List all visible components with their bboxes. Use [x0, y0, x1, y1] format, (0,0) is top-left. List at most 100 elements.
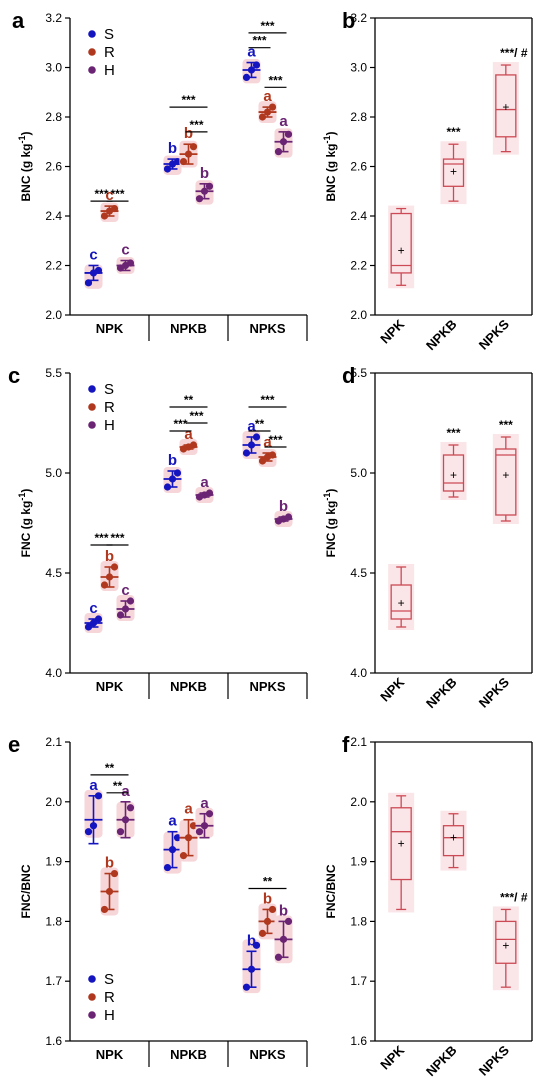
panel-letter-a: a [12, 8, 25, 33]
significance-letter-H: b [279, 498, 288, 515]
y-tick-label: 5.5 [350, 366, 367, 380]
significance-letter-S: a [247, 44, 256, 61]
significance-letter-S: b [168, 140, 177, 157]
legend-label-S: S [104, 971, 114, 988]
legend-marker-H [88, 421, 96, 429]
category-label-NPKB: NPKB [423, 1043, 460, 1080]
legend-label-H: H [104, 62, 115, 79]
data-point-R [189, 822, 198, 830]
y-tick-label: 2.2 [45, 259, 62, 273]
significance-letter-S: a [89, 777, 98, 794]
significance-letter-S: b [247, 932, 256, 949]
significance-letter-R: a [184, 426, 193, 443]
box-mean-marker: + [398, 596, 405, 610]
box-body [390, 807, 412, 881]
box-mean-marker: + [502, 468, 509, 482]
panel-letter-b: b [342, 8, 355, 33]
legend-label-S: S [104, 26, 114, 43]
box-body [495, 448, 517, 516]
significance-letter-S: a [247, 418, 256, 435]
category-label-NPKS: NPKS [249, 321, 285, 336]
category-label-NPKB: NPKB [170, 321, 207, 336]
category-label-NPKB: NPKB [423, 317, 460, 354]
y-tick-label: 3.2 [350, 11, 367, 25]
box-body [442, 825, 465, 857]
significance-letter-H: c [121, 242, 129, 259]
significance-letter-S: c [89, 247, 97, 264]
significance-stars: *** [173, 417, 187, 431]
y-axis-label-b: BNC (g kg-1) [322, 131, 338, 201]
significance-stars: ** [263, 875, 273, 889]
significance-stars: *** [110, 531, 124, 545]
y-tick-label: 2.8 [45, 110, 62, 124]
significance-letter-H: a [121, 783, 130, 800]
y-tick-label: 2.2 [350, 259, 367, 273]
significance-letter-H: a [200, 795, 209, 812]
y-tick-label: 5.0 [350, 466, 367, 480]
category-label-NPKB: NPKB [170, 679, 207, 694]
box-mean-marker: + [398, 837, 405, 851]
category-label-NPKB: NPKB [170, 1047, 207, 1062]
significance-letter-R: a [263, 88, 272, 105]
significance-letter-H: b [200, 165, 209, 182]
significance-stars: *** [499, 418, 513, 432]
category-label-NPK: NPK [96, 321, 124, 336]
significance-stars: *** [268, 73, 282, 87]
box-body [495, 74, 517, 138]
data-point-S [252, 941, 261, 949]
significance-stars: ** [105, 761, 115, 775]
y-tick-label: 2.6 [350, 160, 367, 174]
significance-stars: *** [260, 19, 274, 33]
box-body [390, 212, 412, 274]
y-tick-label: 2.1 [45, 735, 62, 749]
significance-stars: *** [446, 125, 460, 139]
significance-letter-R: b [105, 548, 114, 565]
y-tick-label: 2.4 [350, 209, 367, 223]
significance-letter-R: a [263, 434, 272, 451]
significance-stars: *** [110, 187, 124, 201]
category-label-NPKS: NPKS [476, 316, 512, 352]
y-axis-label-a: BNC (g kg-1) [17, 131, 33, 201]
data-point-S [173, 834, 182, 842]
y-tick-label: 2.6 [45, 160, 62, 174]
category-label-NPKS: NPKS [476, 674, 512, 710]
y-tick-label: 4.0 [350, 666, 367, 680]
panel-letter-e: e [8, 732, 20, 757]
category-label-NPK: NPK [377, 674, 407, 704]
significance-letter-R: c [105, 187, 113, 204]
y-tick-label: 5.5 [45, 366, 62, 380]
significance-letter-R: a [184, 801, 193, 818]
y-tick-label: 1.7 [350, 974, 367, 988]
significance-stars: *** [94, 531, 108, 545]
category-label-NPK: NPK [96, 679, 124, 694]
legend-marker-R [88, 403, 96, 411]
significance-stars: ***/ # [500, 890, 528, 904]
significance-letter-H: b [279, 902, 288, 919]
significance-letter-R: b [184, 125, 193, 142]
y-tick-label: 2.8 [350, 110, 367, 124]
y-tick-label: 1.8 [350, 914, 367, 928]
y-tick-label: 2.1 [350, 735, 367, 749]
legend-marker-S [88, 30, 96, 38]
box-mean-marker: + [502, 938, 509, 952]
panel-letter-f: f [342, 732, 350, 757]
significance-stars: *** [181, 93, 195, 107]
box-mean-marker: + [450, 468, 457, 482]
box-body [495, 920, 517, 964]
significance-stars: *** [94, 187, 108, 201]
significance-stars: ** [113, 779, 123, 793]
y-axis-label-d: FNC (g kg-1) [322, 489, 338, 558]
category-label-NPKS: NPKS [476, 1042, 512, 1078]
legend-marker-S [88, 385, 96, 393]
significance-stars: *** [189, 409, 203, 423]
significance-stars: *** [268, 433, 282, 447]
significance-stars: *** [260, 393, 274, 407]
y-tick-label: 1.8 [45, 914, 62, 928]
y-tick-label: 4.0 [45, 666, 62, 680]
y-tick-label: 3.0 [45, 61, 62, 75]
y-tick-label: 1.7 [45, 974, 62, 988]
y-tick-label: 2.4 [45, 209, 62, 223]
significance-letter-H: a [200, 474, 209, 491]
significance-stars: ***/ # [500, 46, 528, 60]
